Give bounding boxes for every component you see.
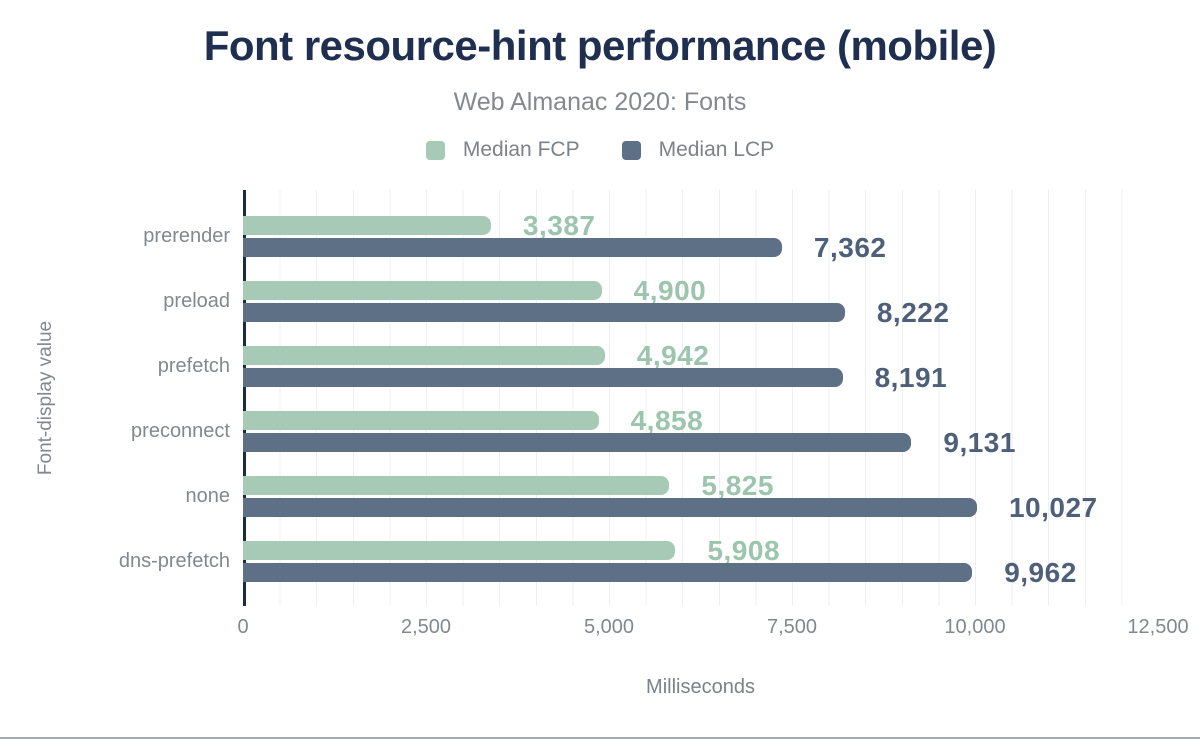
x-tick-label: 7,500	[766, 616, 818, 638]
plot-area: prerender 3,387 7,362 preload 4,900 8,22…	[119, 190, 1158, 606]
category-label: prefetch	[157, 355, 230, 377]
bar-group: prerender 3,387 7,362	[143, 210, 1158, 263]
lcp-bar	[243, 238, 782, 257]
bar-group: preload 4,900 8,222	[163, 275, 1158, 328]
fcp-bar-row: 4,858	[243, 405, 1158, 436]
fcp-bar-row: 5,908	[243, 535, 1158, 566]
lcp-bar	[243, 563, 973, 582]
lcp-value-label: 9,962	[1004, 556, 1077, 588]
fcp-bar-row: 3,387	[243, 210, 1158, 241]
lcp-bar	[243, 498, 977, 517]
x-axis-ticks: 0 2,500 5,000 7,500 10,000 12,500	[237, 616, 1188, 642]
fcp-bar-row: 4,942	[243, 340, 1158, 371]
lcp-bar-row: 8,222	[243, 297, 1158, 328]
lcp-bar	[243, 303, 845, 322]
legend-item: Median LCP	[621, 138, 775, 162]
fcp-bar	[243, 476, 670, 495]
x-tick-label: 0	[237, 616, 249, 638]
fcp-value-label: 4,858	[630, 404, 704, 436]
category-label: dns-prefetch	[118, 550, 230, 572]
lcp-value-label: 8,222	[876, 296, 950, 328]
category-label: preload	[163, 290, 230, 312]
fcp-bar	[243, 281, 602, 300]
category-label: none	[185, 485, 231, 507]
fcp-bar	[243, 541, 676, 560]
fcp-value-label: 4,900	[633, 274, 707, 306]
fcp-bar	[243, 411, 599, 430]
legend-label: Median FCP	[462, 138, 580, 161]
category-label: preconnect	[131, 420, 230, 442]
fcp-value-label: 5,908	[707, 534, 781, 566]
lcp-value-label: 10,027	[1008, 491, 1098, 523]
page-subtitle: Web Almanac 2020: Fonts	[453, 88, 747, 116]
fcp-value-label: 4,942	[636, 339, 710, 371]
lcp-bar	[243, 368, 843, 387]
lcp-bar	[243, 433, 912, 452]
lcp-value-label: 8,191	[874, 361, 948, 393]
fcp-bar	[243, 346, 605, 365]
x-tick-label: 10,000	[944, 616, 1006, 638]
fcp-bar-row: 4,900	[243, 275, 1158, 306]
lcp-bar-row: 10,027	[243, 492, 1158, 523]
lcp-value-label: 9,131	[943, 426, 1016, 458]
fcp-bar	[243, 216, 491, 235]
bar-group: dns-prefetch 5,908 9,962	[119, 535, 1158, 588]
bar-group: preconnect 4,858 9,131	[131, 405, 1158, 458]
bar-group: none 5,825 10,027	[186, 470, 1158, 523]
y-axis-line	[243, 190, 246, 606]
legend-swatch-icon	[621, 140, 641, 160]
x-axis-title: Milliseconds	[646, 676, 755, 698]
lcp-bar-row: 9,131	[243, 427, 1158, 458]
fcp-value-label: 3,387	[522, 209, 596, 241]
legend-label: Median LCP	[658, 138, 775, 161]
x-tick-label: 5,000	[583, 616, 635, 638]
bar-group: prefetch 4,942 8,191	[158, 340, 1158, 393]
footer-divider	[0, 737, 1200, 739]
category-label: prerender	[143, 225, 230, 247]
legend-swatch-icon	[425, 140, 445, 160]
fcp-value-label: 5,825	[701, 469, 774, 501]
legend: Median FCP Median LCP	[0, 138, 1200, 162]
x-tick-label: 12,500	[1127, 616, 1189, 638]
fcp-bar-row: 5,825	[243, 470, 1158, 501]
legend-item: Median FCP	[425, 138, 580, 162]
page-title: Font resource-hint performance (mobile)	[203, 22, 997, 69]
lcp-bar-row: 9,962	[243, 557, 1158, 588]
lcp-bar-row: 7,362	[243, 232, 1158, 263]
x-tick-label: 2,500	[400, 616, 452, 638]
y-axis-title: Font-display value	[35, 320, 56, 476]
lcp-bar-row: 8,191	[243, 362, 1158, 393]
lcp-value-label: 7,362	[813, 231, 887, 263]
